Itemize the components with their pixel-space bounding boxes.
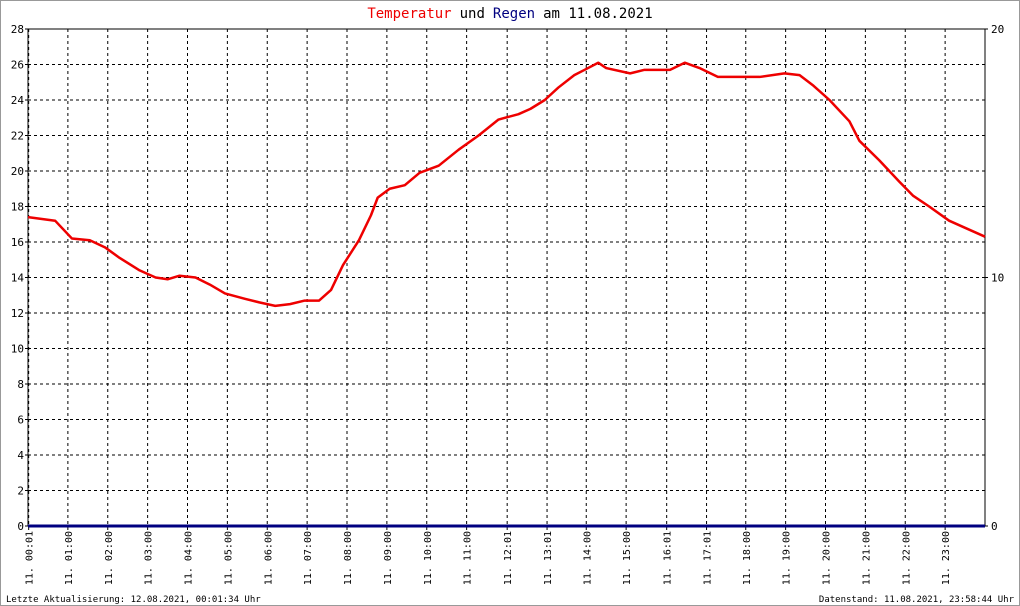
x-tick-label: 11. 19:00 [782,531,793,585]
x-tick-label: 11. 18:00 [742,531,753,585]
y-tick-label: 6 [17,414,24,427]
title-part: und [460,6,485,22]
y-tick-label: 16 [11,236,24,249]
title-part: am 11.08.2021 [543,6,653,22]
x-tick-label: 11. 11:00 [463,531,474,585]
x-tick-label: 11. 14:00 [582,531,593,585]
y-tick-label: 14 [11,272,25,285]
x-tick-label: 11. 02:00 [104,531,115,585]
x-tick-label: 11. 01:00 [64,531,75,585]
x-tick-label: 11. 06:00 [263,531,274,585]
y2-tick-label: 10 [991,272,1004,285]
title-part: Regen [493,6,535,22]
y-tick-label: 18 [11,201,24,214]
y-tick-label: 24 [11,94,25,107]
y-tick-label: 12 [11,307,24,320]
y2-tick-label: 0 [991,520,998,533]
y-tick-label: 20 [11,165,24,178]
x-tick-label: 11. 09:00 [383,531,394,585]
footer-left: Letzte Aktualisierung: 12.08.2021, 00:01… [6,595,261,605]
x-tick-label: 11. 17:01 [703,531,714,585]
footer-right: Datenstand: 11.08.2021, 23:58:44 Uhr [819,595,1015,605]
x-tick-label: 11. 04:00 [184,531,195,585]
x-tick-label: 11. 10:00 [423,531,434,585]
series-line [27,61,986,308]
x-tick-label: 11. 07:00 [303,531,314,585]
x-tick-label: 11. 03:00 [144,531,155,585]
x-tick-label: 11. 15:00 [622,531,633,585]
title-part: Temperatur [367,6,451,22]
y-tick-label: 4 [17,449,24,462]
x-tick-label: 11. 13:01 [543,531,554,585]
x-tick-label: 11. 20:00 [822,531,833,585]
y-tick-label: 0 [17,520,24,533]
x-tick-label: 11. 05:00 [223,531,234,585]
x-tick-label: 11. 21:00 [861,531,872,585]
y2-tick-label: 20 [991,23,1004,36]
y-tick-label: 8 [17,378,24,391]
y-tick-label: 10 [11,343,24,356]
x-tick-label: 11. 22:00 [901,531,912,585]
y-tick-label: 2 [17,485,24,498]
x-tick-label: 11. 00:01 [25,531,36,585]
x-tick-label: 11. 23:00 [941,531,952,585]
y-tick-label: 22 [11,130,24,143]
y-tick-label: 28 [11,23,24,36]
x-tick-label: 11. 16:01 [663,531,674,585]
x-tick-label: 11. 08:00 [343,531,354,585]
x-tick-label: 11. 12:01 [503,531,514,585]
chart-title: Temperatur und Regen am 11.08.2021 [367,6,652,22]
y-tick-label: 26 [11,59,24,72]
